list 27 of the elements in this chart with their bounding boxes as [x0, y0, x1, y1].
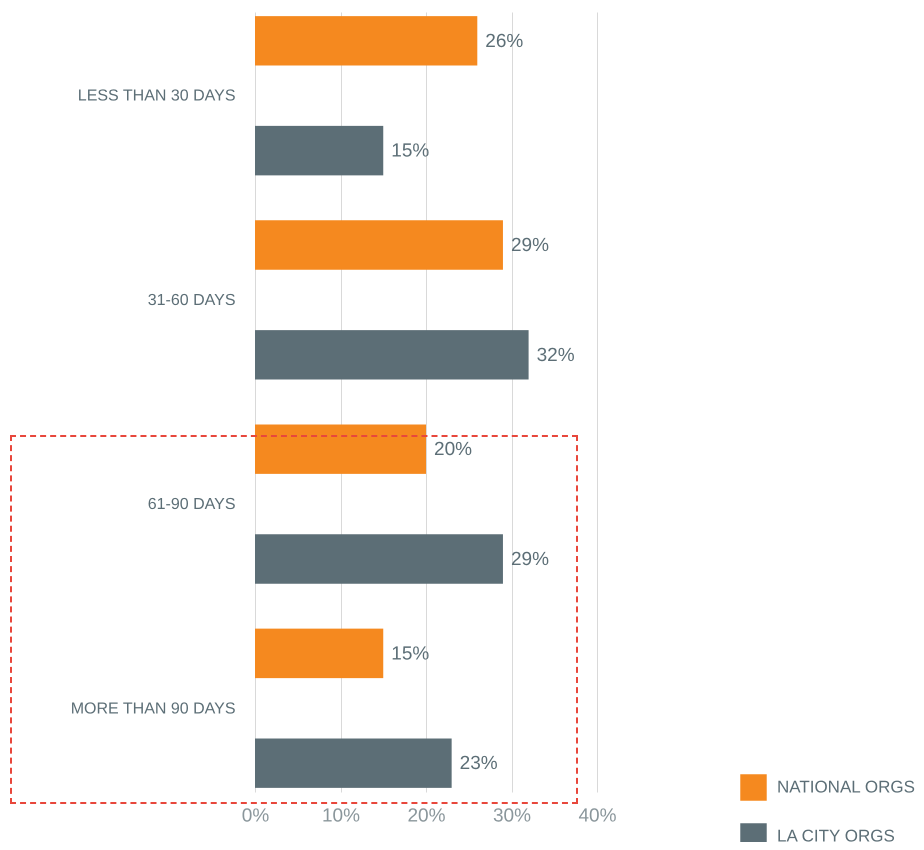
data-label: 26% [485, 30, 524, 52]
data-label: 23% [460, 753, 498, 774]
data-label: 29% [510, 549, 550, 570]
legend-label: NATIONAL ORGS [777, 778, 915, 796]
data-label: 15% [391, 140, 430, 162]
bar [255, 424, 426, 474]
x-tick-label: 0% [242, 806, 270, 826]
y-tick-label: LESS THAN 30 DAYS [78, 88, 236, 105]
x-tick-label: 30% [492, 806, 532, 826]
y-tick-label: 61-90 DAYS [148, 496, 236, 514]
data-label: 29% [510, 234, 550, 256]
data-label: 32% [536, 344, 575, 366]
x-tick-label: 20% [407, 806, 446, 826]
x-tick-label: 40% [578, 806, 617, 826]
data-label: 15% [391, 643, 430, 664]
legend-label: LA CITY ORGS [777, 826, 895, 846]
y-tick-label: 31-60 DAYS [148, 292, 236, 309]
bar [255, 628, 384, 678]
bar [255, 16, 478, 66]
bar [255, 534, 503, 584]
bar [255, 126, 384, 176]
bar [255, 220, 503, 270]
x-tick-label: 10% [322, 806, 360, 826]
y-tick-label: MORE THAN 90 DAYS [70, 700, 236, 718]
bar [255, 330, 529, 380]
data-label: 20% [434, 439, 472, 460]
bar [255, 738, 452, 788]
